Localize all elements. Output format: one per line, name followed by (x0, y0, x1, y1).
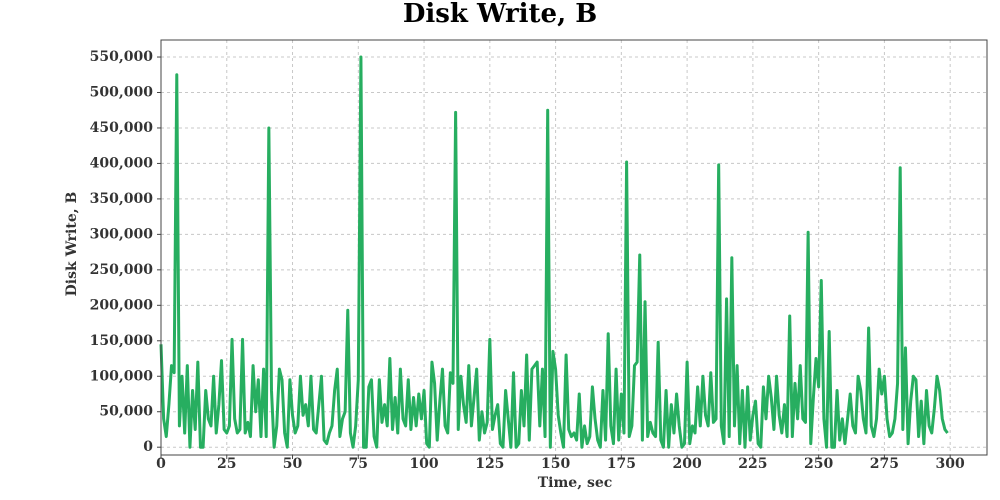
x-tick-label: 300 (936, 456, 965, 472)
y-tick-label: 100,000 (90, 368, 154, 384)
x-tick-label: 125 (475, 456, 504, 472)
x-tick-label: 100 (409, 456, 438, 472)
x-tick-label: 200 (672, 456, 701, 472)
y-tick-label: 50,000 (99, 404, 153, 420)
series-line (159, 55, 949, 449)
x-axis-label: Time, sec (538, 475, 613, 491)
axes: 0 50,000 100,000 150,000 200,000 250,000 300,0… (90, 49, 965, 472)
y-tick-label: 450,000 (90, 120, 154, 136)
y-tick-label: 550,000 (90, 49, 154, 65)
x-tick-label: 275 (870, 456, 899, 472)
x-tick-label: 0 (156, 456, 166, 472)
x-tick-label: 75 (349, 456, 368, 472)
x-tick-label: 50 (283, 456, 303, 472)
y-tick-label: 300,000 (90, 226, 154, 242)
y-tick-label: 250,000 (90, 262, 154, 278)
x-tick-label: 25 (217, 456, 236, 472)
x-tick-label: 225 (738, 456, 767, 472)
y-tick-label: 400,000 (90, 155, 154, 171)
y-tick-label: 500,000 (90, 84, 154, 100)
y-tick-label: 150,000 (90, 333, 154, 349)
y-axis-label: Disk Write, B (64, 192, 80, 297)
x-tick-label: 175 (607, 456, 636, 472)
y-tick-label: 200,000 (90, 297, 154, 313)
x-tick-label: 250 (804, 456, 833, 472)
x-tick-label: 150 (541, 456, 570, 472)
y-tick-label: 0 (143, 439, 153, 455)
plot-frame (160, 39, 988, 456)
chart-title: Disk Write, B (403, 0, 597, 29)
plot (159, 55, 949, 449)
y-tick-label: 350,000 (90, 191, 154, 207)
